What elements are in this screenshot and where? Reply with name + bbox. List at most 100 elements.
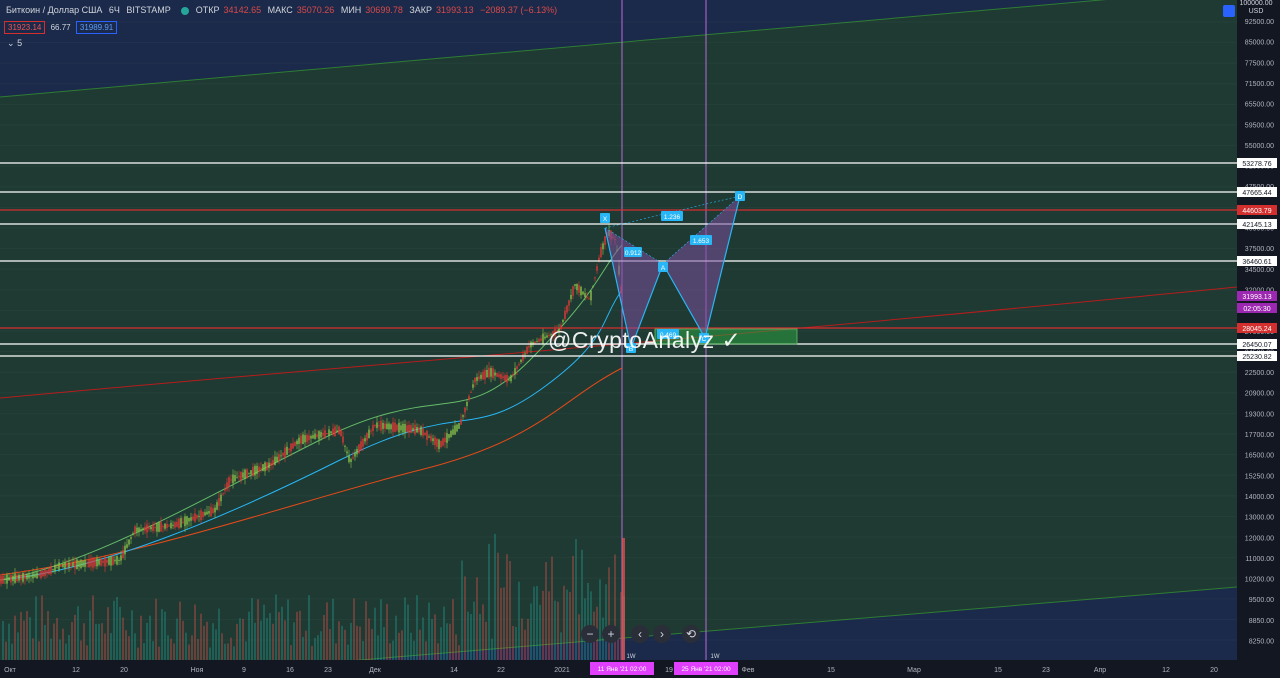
- candle-body: [572, 286, 574, 296]
- price-tick-label: 32000.00: [1245, 287, 1274, 294]
- candle-body: [416, 426, 418, 433]
- price-scale-currency[interactable]: USD: [1248, 8, 1264, 15]
- candle-body: [578, 285, 580, 293]
- scroll-left-button[interactable]: ‹: [631, 625, 649, 643]
- volume-bar: [23, 620, 25, 660]
- candle-body: [296, 440, 298, 445]
- candle-body: [378, 425, 380, 427]
- scroll-right-button[interactable]: ›: [653, 625, 671, 643]
- candle-body: [588, 298, 590, 300]
- candle-body: [300, 435, 302, 444]
- candle-body: [390, 424, 392, 430]
- price-level-tag: [1237, 205, 1277, 215]
- candle-body: [398, 422, 400, 433]
- volume-bar: [185, 632, 187, 660]
- volume-bar: [194, 604, 196, 660]
- price-tick-label: 77500.00: [1245, 60, 1274, 67]
- price-tick-label: 16500.00: [1245, 453, 1274, 460]
- indicator-count: 5: [17, 38, 23, 48]
- volume-bar: [86, 645, 88, 660]
- volume-bar: [608, 567, 610, 660]
- volume-bar: [401, 630, 403, 660]
- volume-bar: [206, 621, 208, 660]
- time-tick-label: 12: [1162, 667, 1170, 674]
- candle-body: [90, 559, 92, 567]
- volume-bar: [158, 646, 160, 660]
- ask-box[interactable]: 31989.91: [75, 21, 118, 34]
- symbol-name[interactable]: Биткоин / Доллар США: [6, 5, 103, 15]
- time-tick-label: Апр: [1094, 667, 1106, 674]
- candle-body: [270, 462, 272, 466]
- candle-body: [310, 435, 312, 439]
- volume-bar: [8, 623, 10, 660]
- zoom-out-button[interactable]: −: [581, 625, 599, 643]
- volume-bar: [305, 630, 307, 660]
- candle-body: [556, 330, 558, 333]
- volume-bar: [239, 618, 241, 660]
- volume-bar: [125, 630, 127, 660]
- candle-body: [254, 465, 256, 476]
- candle-body: [76, 559, 78, 570]
- candle-body: [10, 574, 12, 583]
- volume-bar: [62, 628, 64, 660]
- candle-body: [88, 559, 90, 568]
- candle-body: [156, 522, 158, 532]
- volume-bar: [509, 561, 511, 660]
- zoom-in-button[interactable]: +: [602, 625, 620, 643]
- candle-body: [50, 565, 52, 575]
- bid-box[interactable]: 31923.14: [4, 21, 46, 34]
- candle-body: [318, 431, 320, 440]
- candle-body: [566, 305, 568, 313]
- time-tick-label: 23: [1042, 667, 1050, 674]
- volume-bar: [182, 620, 184, 660]
- candle-body: [168, 525, 170, 527]
- candle-body: [264, 462, 266, 472]
- candle-body: [328, 429, 330, 437]
- channel-fill: [0, 0, 1237, 678]
- time-tick-label: Окт: [4, 667, 17, 674]
- indicators-collapse-button[interactable]: ⌄ 5: [7, 38, 22, 49]
- trend-red-line: [0, 286, 1238, 399]
- auto-scale-icon[interactable]: [1223, 5, 1235, 17]
- candle-body: [58, 562, 60, 571]
- candle-body: [252, 466, 254, 476]
- volume-bar: [611, 639, 613, 660]
- price-tick-label: 20900.00: [1245, 391, 1274, 398]
- pattern-point-text: 1.236: [664, 214, 681, 221]
- time-tick-label: 20: [1210, 667, 1218, 674]
- candle-body: [140, 529, 142, 531]
- candle-body: [584, 293, 586, 297]
- volume-bar: [203, 625, 205, 660]
- volume-bar: [563, 585, 565, 660]
- volume-bar: [437, 643, 439, 660]
- volume-bar: [146, 622, 148, 660]
- reset-chart-button[interactable]: ⟲: [682, 625, 700, 643]
- volume-bar: [14, 615, 16, 660]
- time-tick-label: 22: [497, 667, 505, 674]
- volume-bar: [245, 641, 247, 660]
- candle-body: [72, 562, 74, 567]
- candle-body: [36, 572, 38, 579]
- price-tick-label: 59500.00: [1245, 122, 1274, 129]
- candle-body: [40, 571, 42, 579]
- candle-body: [194, 513, 196, 522]
- pattern-point-text: 0.469: [660, 332, 677, 339]
- interval-label[interactable]: 6Ч: [108, 5, 120, 15]
- candle-body: [456, 424, 458, 432]
- candle-body: [166, 523, 168, 529]
- candle-body: [182, 521, 184, 523]
- candle-body: [372, 424, 374, 432]
- volume-bar: [620, 592, 622, 660]
- candle-body: [206, 511, 208, 515]
- candle-body: [132, 533, 134, 535]
- volume-bar: [29, 617, 31, 660]
- candle-body: [130, 537, 132, 539]
- volume-bar: [452, 599, 454, 660]
- candle-body: [280, 455, 282, 457]
- volume-bar: [392, 640, 394, 660]
- volume-bar: [491, 638, 493, 660]
- candle-body: [454, 425, 456, 435]
- time-tick-label: 15: [994, 667, 1002, 674]
